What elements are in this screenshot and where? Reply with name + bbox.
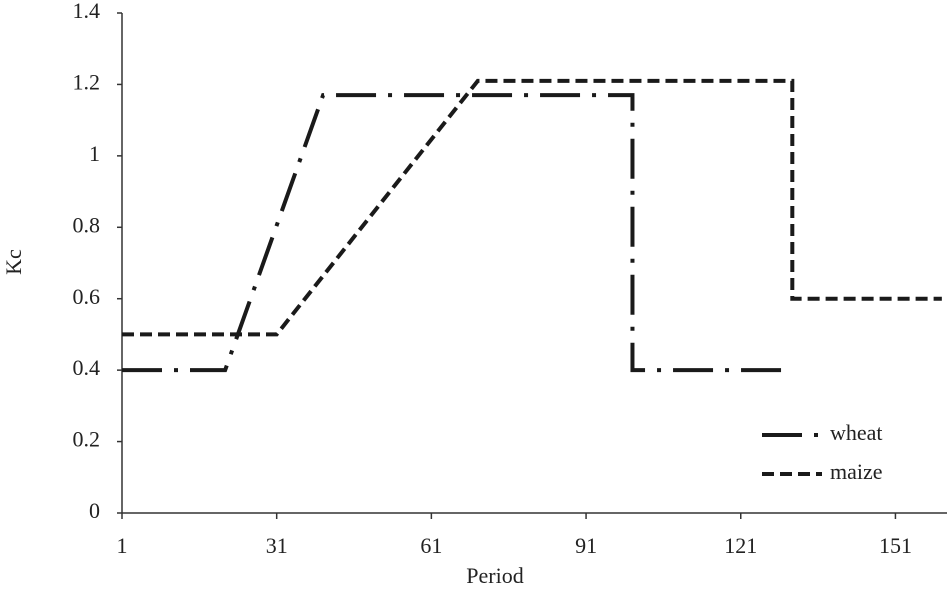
x-axis-title: Period: [466, 563, 523, 588]
series-line: [122, 93, 788, 373]
x-tick-label: 121: [724, 533, 757, 558]
y-tick-label: 0.2: [73, 427, 101, 452]
x-tick-label: 1: [117, 533, 128, 558]
y-tick-label: 1.4: [73, 0, 101, 23]
y-tick-label: 0.4: [73, 355, 101, 380]
y-tick-label: 0: [89, 498, 100, 523]
x-tick-label: 61: [420, 533, 442, 558]
x-tick-label: 31: [266, 533, 288, 558]
legend-label: wheat: [830, 420, 883, 445]
x-tick-label: 91: [575, 533, 597, 558]
y-tick-label: 1.2: [73, 69, 101, 94]
y-tick-label: 1: [89, 141, 100, 166]
x-tick-label: 151: [879, 533, 912, 558]
series-line: [122, 78, 942, 337]
y-tick-label: 0.8: [73, 212, 101, 237]
y-tick-label: 0.6: [73, 284, 101, 309]
y-axis-title: Kc: [1, 249, 26, 275]
legend-label: maize: [830, 459, 883, 484]
